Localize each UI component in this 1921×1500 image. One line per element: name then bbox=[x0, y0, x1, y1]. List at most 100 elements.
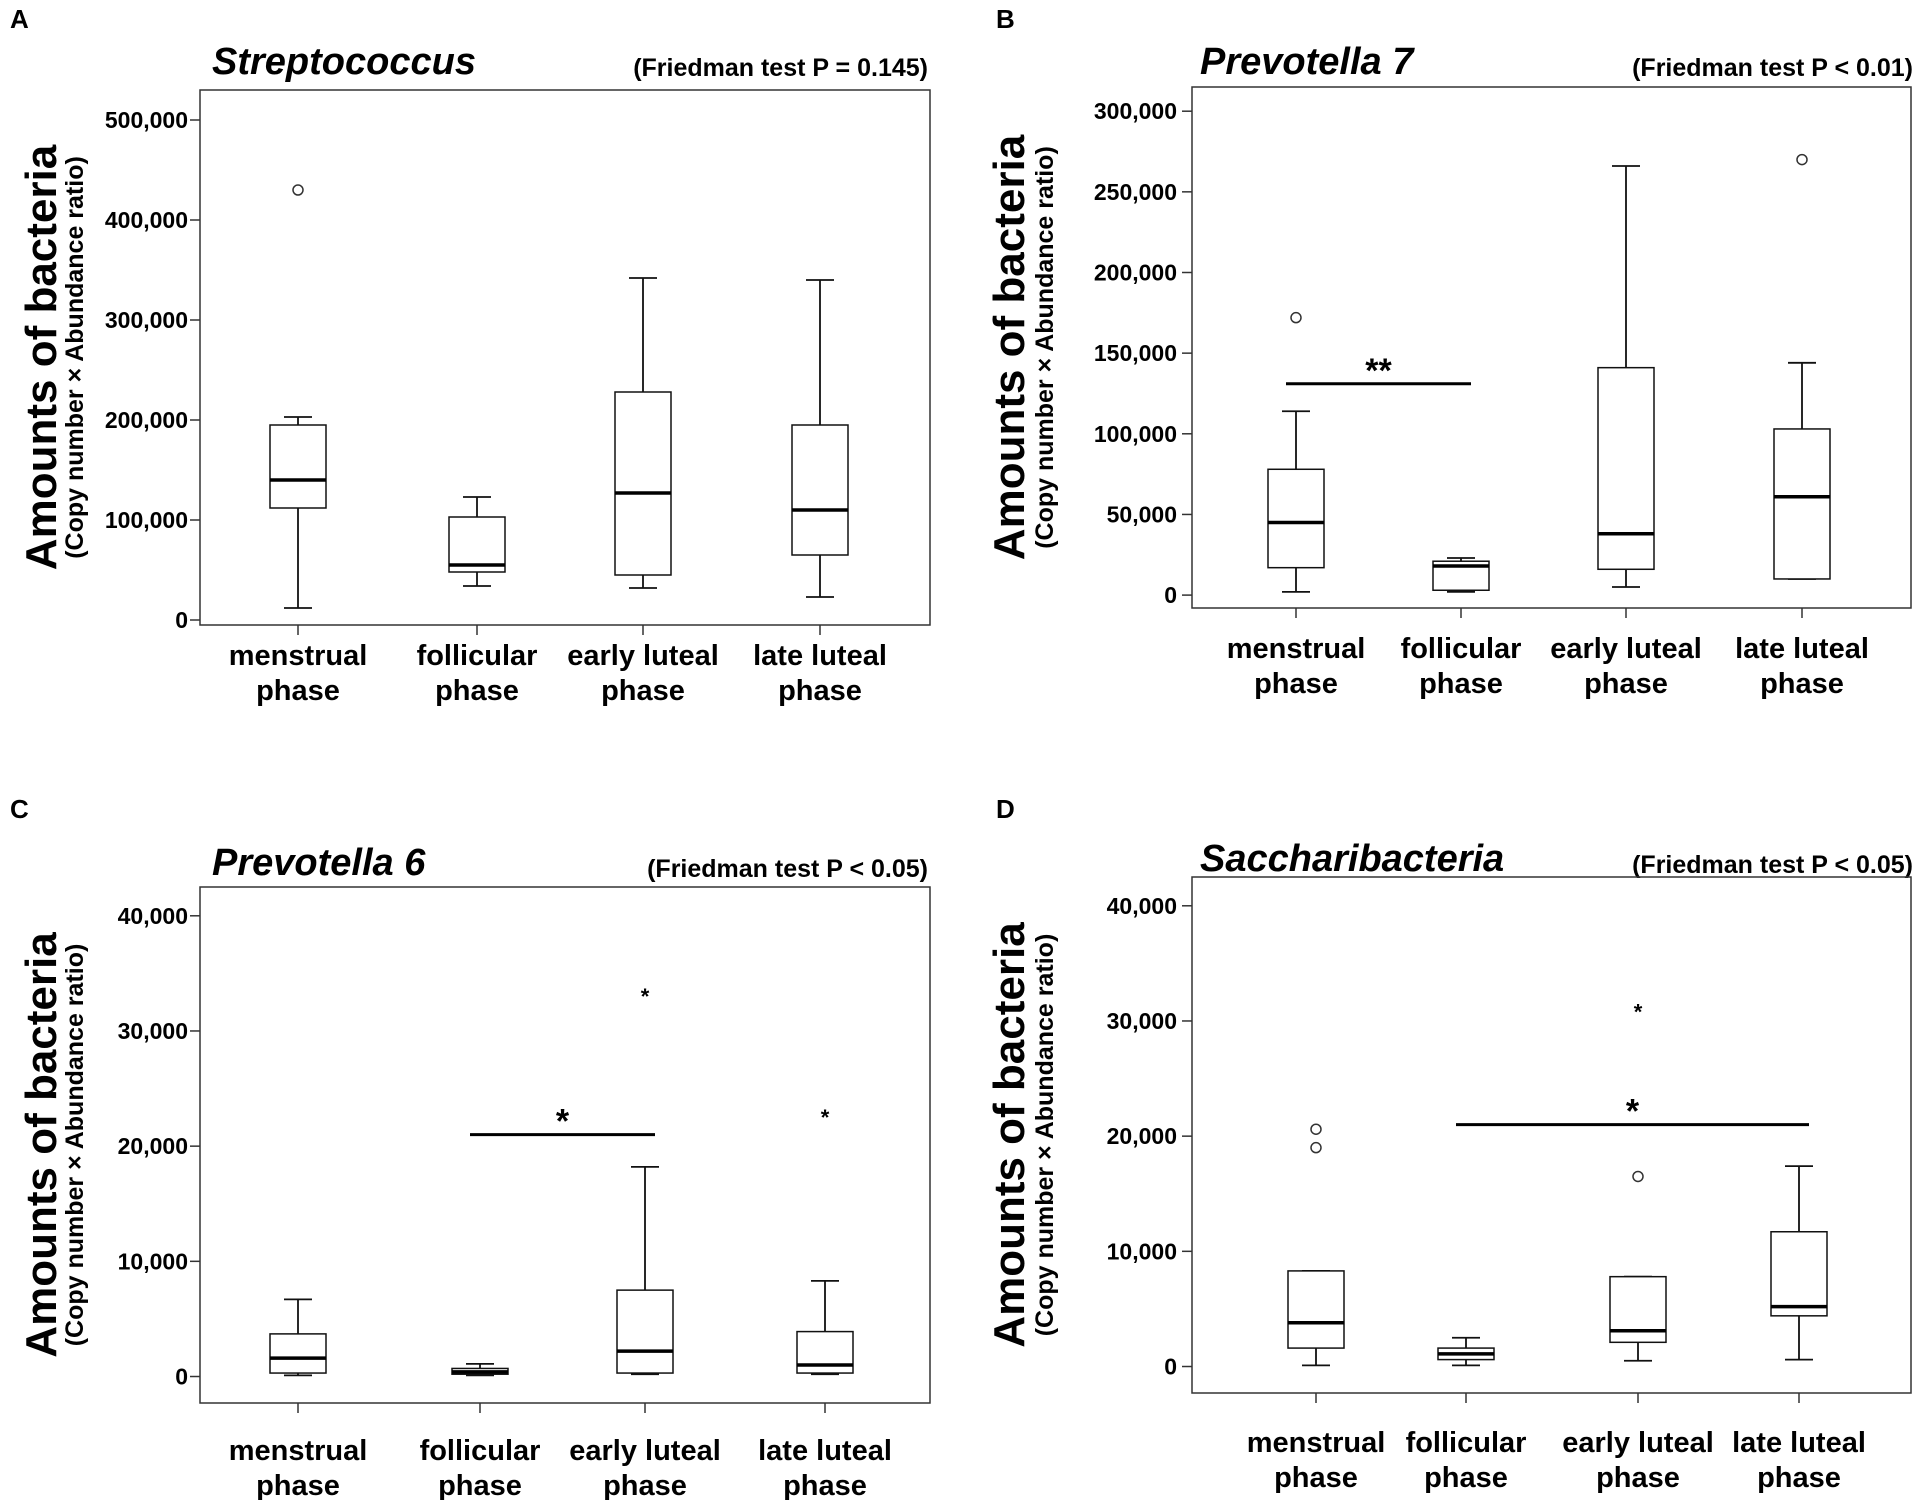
iqr-box bbox=[791, 424, 849, 556]
x-category-label: early luteal bbox=[1562, 1427, 1714, 1459]
friedman-test-label: (Friedman test P = 0.145) bbox=[633, 54, 928, 82]
x-category-label: phase bbox=[438, 1470, 522, 1500]
box-3: * bbox=[796, 1105, 854, 1376]
panel-b: B Prevotella 7 (Friedman test P < 0.01) Amo… bbox=[985, 4, 1913, 700]
x-category-label: early luteal bbox=[567, 640, 719, 672]
y-tick-label: 20,000 bbox=[1107, 1123, 1177, 1149]
y-tick-label: 20,000 bbox=[118, 1133, 188, 1159]
box-0 bbox=[1267, 311, 1325, 593]
y-axis-subtitle: (Copy number × Abundance ratio) bbox=[61, 944, 89, 1347]
iqr-box bbox=[796, 1330, 854, 1374]
chart-title: Prevotella 6 bbox=[212, 842, 426, 884]
iqr-box bbox=[1267, 468, 1325, 569]
x-category-label: follicular bbox=[1406, 1427, 1527, 1459]
y-tick-label: 0 bbox=[1164, 1354, 1177, 1380]
box-0 bbox=[1287, 1123, 1345, 1367]
outlier-point bbox=[1796, 153, 1808, 166]
x-category-label: menstrual bbox=[229, 640, 368, 672]
panel-d: D Saccharibacteria (Friedman test P < 0.05… bbox=[985, 794, 1913, 1494]
y-axis-subtitle: (Copy number × Abundance ratio) bbox=[1031, 146, 1059, 549]
box-2: * bbox=[616, 984, 674, 1376]
x-category-label: phase bbox=[1424, 1462, 1508, 1494]
box-2: * bbox=[1609, 999, 1667, 1362]
iqr-box bbox=[616, 1289, 674, 1374]
box-3 bbox=[1773, 153, 1831, 580]
y-tick-label: 200,000 bbox=[105, 407, 188, 433]
box-1 bbox=[1437, 1336, 1495, 1367]
extreme-outlier-point: * bbox=[1634, 999, 1643, 1024]
outlier-point bbox=[292, 184, 304, 196]
chart-title: Streptococcus bbox=[212, 41, 476, 83]
x-category-label: phase bbox=[256, 1470, 340, 1500]
x-category-label: phase bbox=[603, 1470, 687, 1500]
box-1 bbox=[451, 1362, 509, 1377]
y-tick-label: 200,000 bbox=[1094, 259, 1177, 285]
x-category-label: follicular bbox=[1401, 633, 1522, 665]
y-tick-label: 40,000 bbox=[1107, 893, 1177, 919]
x-category-label: late luteal bbox=[1735, 633, 1869, 665]
y-axis-title: Amounts of bacteria bbox=[985, 922, 1034, 1348]
box-0 bbox=[269, 1298, 327, 1377]
x-category-label: early luteal bbox=[1550, 633, 1702, 665]
x-category-label: phase bbox=[1596, 1462, 1680, 1494]
outlier-point bbox=[1310, 1141, 1322, 1154]
box-3 bbox=[1770, 1165, 1828, 1361]
iqr-box bbox=[269, 424, 327, 509]
panel-c: C Prevotella 6 (Friedman test P < 0.05) Amo… bbox=[10, 794, 931, 1500]
panel-letter: B bbox=[996, 4, 1015, 34]
y-tick-label: 300,000 bbox=[105, 307, 188, 333]
x-category-label: phase bbox=[1584, 668, 1668, 700]
x-category-label: phase bbox=[1419, 668, 1503, 700]
box-0 bbox=[269, 184, 327, 609]
y-tick-label: 0 bbox=[175, 1364, 188, 1390]
iqr-box bbox=[614, 391, 672, 576]
y-axis-title: Amounts of bacteria bbox=[17, 144, 66, 570]
friedman-test-label: (Friedman test P < 0.05) bbox=[647, 855, 928, 883]
plot-frame bbox=[199, 886, 931, 1404]
box-2 bbox=[1597, 165, 1655, 588]
friedman-test-label: (Friedman test P < 0.01) bbox=[1632, 54, 1913, 82]
y-axis-subtitle: (Copy number × Abundance ratio) bbox=[1031, 934, 1059, 1337]
extreme-outlier-point: * bbox=[821, 1105, 830, 1130]
box-2 bbox=[614, 277, 672, 589]
panel-a: A Streptococcus (Friedman test P = 0.145) A… bbox=[10, 4, 931, 707]
x-category-label: phase bbox=[601, 675, 685, 707]
x-category-label: phase bbox=[1760, 668, 1844, 700]
x-category-label: late luteal bbox=[753, 640, 887, 672]
y-tick-label: 50,000 bbox=[1107, 501, 1177, 527]
iqr-box bbox=[1773, 428, 1831, 580]
x-category-label: phase bbox=[435, 675, 519, 707]
significance-label: ** bbox=[1365, 352, 1392, 390]
y-tick-label: 500,000 bbox=[105, 107, 188, 133]
panel-letter: D bbox=[996, 794, 1015, 824]
extreme-outlier-point: * bbox=[641, 984, 650, 1009]
x-category-label: follicular bbox=[420, 1435, 541, 1467]
iqr-box bbox=[448, 516, 506, 573]
panel-letter: A bbox=[10, 4, 29, 34]
x-category-label: late luteal bbox=[758, 1435, 892, 1467]
iqr-box bbox=[1597, 366, 1655, 571]
y-axis-title: Amounts of bacteria bbox=[17, 932, 66, 1358]
x-category-label: menstrual bbox=[229, 1435, 368, 1467]
chart-title: Saccharibacteria bbox=[1200, 838, 1504, 880]
x-category-label: phase bbox=[1254, 668, 1338, 700]
x-category-label: phase bbox=[778, 675, 862, 707]
x-category-label: late luteal bbox=[1732, 1427, 1866, 1459]
y-axis-title: Amounts of bacteria bbox=[985, 134, 1034, 560]
y-tick-label: 30,000 bbox=[1107, 1008, 1177, 1034]
outlier-point bbox=[1290, 311, 1302, 324]
iqr-box bbox=[269, 1333, 327, 1374]
y-tick-label: 400,000 bbox=[105, 207, 188, 233]
box-1 bbox=[448, 496, 506, 587]
y-axis-subtitle: (Copy number × Abundance ratio) bbox=[61, 156, 89, 559]
x-category-label: phase bbox=[256, 675, 340, 707]
x-category-label: follicular bbox=[417, 640, 538, 672]
iqr-box bbox=[1770, 1231, 1828, 1317]
y-tick-label: 0 bbox=[1164, 582, 1177, 608]
y-tick-label: 10,000 bbox=[1107, 1238, 1177, 1264]
y-tick-label: 40,000 bbox=[118, 903, 188, 929]
iqr-box bbox=[1287, 1270, 1345, 1349]
plot-frame bbox=[1191, 876, 1912, 1394]
chart-title: Prevotella 7 bbox=[1200, 41, 1415, 83]
